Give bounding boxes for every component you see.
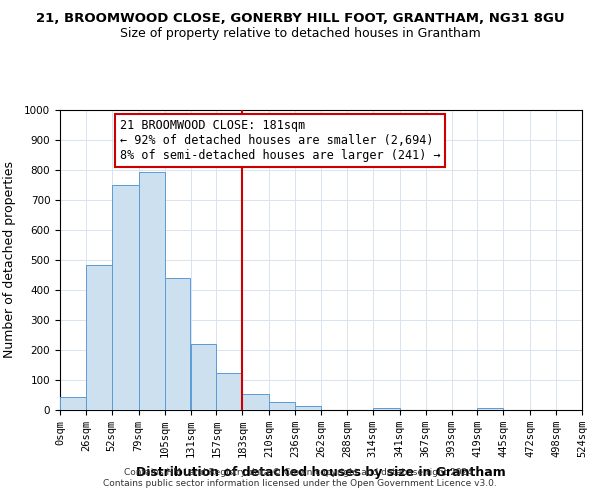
Text: Contains HM Land Registry data © Crown copyright and database right 2024.
Contai: Contains HM Land Registry data © Crown c… [103,468,497,487]
Text: Size of property relative to detached houses in Grantham: Size of property relative to detached ho… [119,28,481,40]
Bar [86,264,112,410]
Bar [269,402,295,410]
Bar [139,172,164,410]
Bar [373,408,400,410]
Bar [242,394,269,410]
X-axis label: Distribution of detached houses by size in Grantham: Distribution of detached houses by size … [136,466,506,478]
Bar [164,278,190,410]
Bar [478,408,503,410]
Bar [112,185,139,410]
Text: 21 BROOMWOOD CLOSE: 181sqm
← 92% of detached houses are smaller (2,694)
8% of se: 21 BROOMWOOD CLOSE: 181sqm ← 92% of deta… [120,119,440,162]
Bar [217,372,242,410]
Bar [295,406,321,410]
Y-axis label: Number of detached properties: Number of detached properties [3,162,16,358]
Bar [60,396,86,410]
Bar [191,344,217,410]
Text: 21, BROOMWOOD CLOSE, GONERBY HILL FOOT, GRANTHAM, NG31 8GU: 21, BROOMWOOD CLOSE, GONERBY HILL FOOT, … [35,12,565,26]
